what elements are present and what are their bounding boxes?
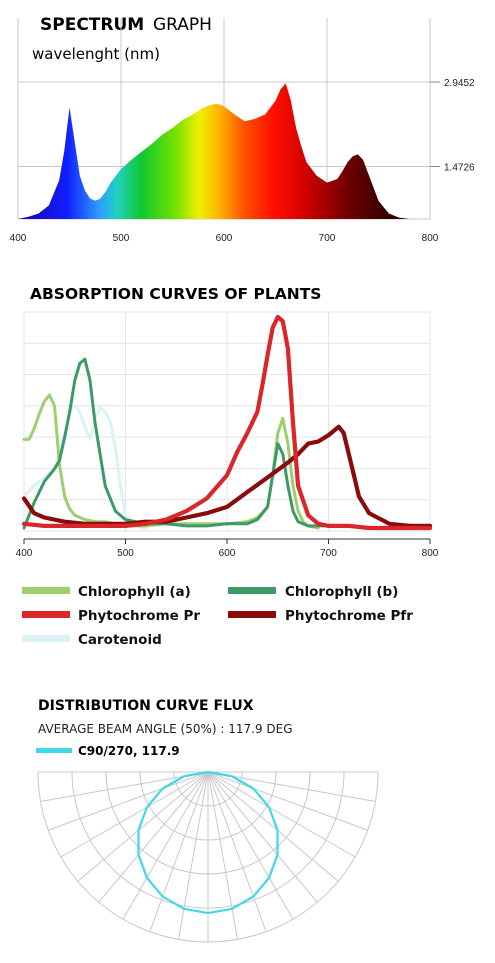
legend-item-phytochrome-pfr: Phytochrome Pfr <box>228 608 413 624</box>
polar-spoke <box>149 771 209 932</box>
polar-spoke <box>122 771 209 920</box>
absorption-x-tick: 800 <box>422 548 439 559</box>
polar-spoke <box>207 771 339 882</box>
spectrum-y-tick: 1.4726 <box>444 163 475 174</box>
spectrum-x-tick: 500 <box>113 233 130 244</box>
absorption-legend: Chlorophyll (a) Chlorophyll (b) Phytochr… <box>22 584 413 648</box>
legend-label-chlorophyll-b: Chlorophyll (b) <box>285 584 398 600</box>
distribution-title: DISTRIBUTION CURVE FLUX <box>38 698 254 714</box>
absorption-lines <box>21 314 433 531</box>
legend-label-phytochrome-pfr: Phytochrome Pfr <box>285 608 413 624</box>
polar-spoke <box>207 771 368 831</box>
spectrum-y-tick: 2.9452 <box>444 78 475 89</box>
spectrum-area <box>18 83 430 220</box>
legend-swatch-carotenoid <box>22 635 70 642</box>
polar-spoke <box>178 771 209 940</box>
polar-spoke <box>207 771 356 858</box>
distribution-legend-swatch <box>36 748 72 753</box>
polar-spoke <box>40 771 209 802</box>
absorption-line-carotenoid <box>22 404 148 530</box>
distribution-subtitle: AVERAGE BEAM ANGLE (50%) : 117.9 DEG <box>38 722 293 736</box>
spectrum-subtitle: wavelenght (nm) <box>32 45 160 63</box>
spectrum-x-tick: 800 <box>422 233 439 244</box>
polar-spoke <box>98 771 209 903</box>
absorption-x-tick: 400 <box>16 548 33 559</box>
legend-swatch-chlorophyll-a <box>22 587 70 594</box>
absorption-line-phytochrome-pfr <box>21 424 433 528</box>
legend-label-phytochrome-pr: Phytochrome Pr <box>78 608 200 624</box>
distribution-chart: DISTRIBUTION CURVE FLUX AVERAGE BEAM ANG… <box>36 698 379 943</box>
absorption-line-chlorophyll-b <box>22 357 330 530</box>
spectrum-x-tick: 400 <box>10 233 27 244</box>
spectrum-x-tick: 700 <box>319 233 336 244</box>
distribution-legend-label: C90/270, 117.9 <box>78 744 180 758</box>
absorption-line-phytochrome-pr <box>21 314 433 531</box>
legend-swatch-phytochrome-pfr <box>228 611 276 618</box>
polar-grid <box>37 771 379 943</box>
polar-curve-c90-270 <box>137 770 279 915</box>
polar-spoke <box>207 771 294 920</box>
legend-swatch-phytochrome-pr <box>22 611 70 618</box>
polar-spoke <box>60 771 209 858</box>
spectrum-graph: SPECTRUM GRAPH wavelenght (nm) 400 500 600… <box>10 15 475 244</box>
legend-item-phytochrome-pr: Phytochrome Pr <box>22 608 200 624</box>
polar-spoke <box>207 771 318 903</box>
spectrum-ticks: 400 500 600 700 800 2.9452 1.4726 <box>10 78 475 244</box>
absorption-x-tick: 600 <box>219 548 236 559</box>
polar-spoke <box>207 771 238 940</box>
legend-swatch-chlorophyll-b <box>228 587 276 594</box>
absorption-ticks: 400 500 600 700 800 <box>16 539 439 559</box>
legend-item-chlorophyll-b: Chlorophyll (b) <box>228 584 398 600</box>
legend-label-carotenoid: Carotenoid <box>78 632 162 648</box>
legend-label-chlorophyll-a: Chlorophyll (a) <box>78 584 191 600</box>
polar-spoke <box>207 771 267 932</box>
spectrum-title-light: GRAPH <box>153 15 212 35</box>
spectrum-title-bold: SPECTRUM <box>40 15 144 35</box>
legend-item-chlorophyll-a: Chlorophyll (a) <box>22 584 191 600</box>
absorption-x-tick: 700 <box>320 548 337 559</box>
polar-spoke <box>77 771 209 882</box>
spectrum-x-tick: 600 <box>216 233 233 244</box>
spectrum-title: SPECTRUM GRAPH <box>40 15 212 35</box>
absorption-title: ABSORPTION CURVES OF PLANTS <box>30 285 321 303</box>
legend-item-carotenoid: Carotenoid <box>22 632 162 648</box>
polar-spoke <box>207 771 376 802</box>
absorption-x-tick: 500 <box>117 548 134 559</box>
polar-spoke <box>48 771 209 831</box>
absorption-chart: ABSORPTION CURVES OF PLANTS 400 500 600 700… <box>16 285 439 559</box>
